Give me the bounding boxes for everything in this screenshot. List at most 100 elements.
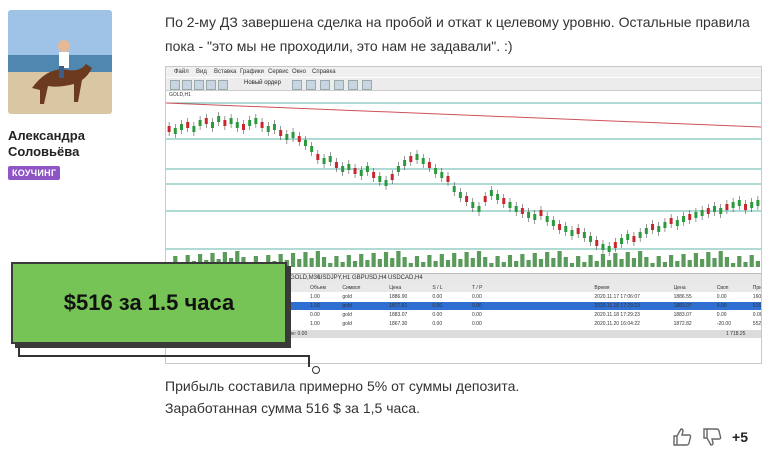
volume-bar <box>557 251 562 267</box>
table-cell: 2020.11.17 17:06:07 <box>594 294 640 300</box>
candle-body <box>582 232 586 238</box>
candle-body <box>409 156 413 162</box>
toolbar-icon <box>218 80 228 90</box>
candle-body <box>551 220 555 226</box>
chart-symbol-title: GOLD,H1 <box>169 92 191 98</box>
volume-bar <box>185 255 190 267</box>
table-cell: 0.00 <box>472 303 482 309</box>
table-cell: 2020.11.20 16:04:22 <box>594 321 640 327</box>
candle-body <box>254 118 258 124</box>
volume-bar <box>445 260 451 267</box>
candle-body <box>378 176 382 182</box>
volume-bar <box>644 257 649 267</box>
candle-body <box>564 226 568 232</box>
candle-body <box>303 140 307 146</box>
volume-bar <box>569 263 575 267</box>
candle-body <box>576 228 580 234</box>
candle-body <box>725 204 729 210</box>
candle-body <box>291 132 295 138</box>
candle-body <box>539 210 543 216</box>
candle-body <box>235 122 239 128</box>
candle-body <box>341 166 345 172</box>
candle-body <box>210 122 214 128</box>
toolbar-icon <box>170 80 180 90</box>
menu-item: Справка <box>312 69 336 75</box>
volume-bar <box>681 254 686 267</box>
candle-body <box>241 124 245 130</box>
candle-body <box>570 230 574 236</box>
volume-bar <box>724 257 730 267</box>
thumbs-down-icon[interactable] <box>702 428 722 446</box>
candle-body <box>260 122 264 128</box>
volume-bar <box>563 257 568 267</box>
toolbar-icon <box>182 80 192 90</box>
candle-body <box>514 206 518 212</box>
candle-body <box>452 186 456 192</box>
candle-body <box>359 170 363 176</box>
volume-bar <box>743 262 748 267</box>
candle-body <box>365 166 369 172</box>
menu-item: Окно <box>292 69 306 75</box>
candle-body <box>440 172 444 178</box>
toolbar-icon <box>362 80 372 90</box>
author-name[interactable]: Александра Соловьёва <box>8 128 118 160</box>
volume-bar <box>278 254 283 267</box>
table-cell: 1886.90 <box>389 294 408 300</box>
callout-connector-down <box>308 355 310 367</box>
volume-bar <box>414 256 420 267</box>
volume-bar <box>297 259 302 267</box>
volume-bar <box>551 258 556 267</box>
post-earned-line: Заработанная сумма 516 $ за 1,5 часа. <box>165 400 420 416</box>
candle-body <box>719 208 723 214</box>
volume-bar <box>520 254 525 267</box>
volume-bar <box>600 254 606 267</box>
candle-body <box>384 180 388 186</box>
new-order-label: Новый ордер <box>244 80 281 86</box>
callout-connector-bottom <box>18 355 308 357</box>
table-cell: Символ <box>342 285 361 291</box>
volume-bar <box>625 252 630 267</box>
volume-bar <box>396 251 401 267</box>
volume-bar <box>340 262 345 267</box>
candle-body <box>713 206 717 212</box>
candle-body <box>558 224 562 230</box>
table-cell: 1886.55 <box>673 294 692 300</box>
candle-body <box>316 154 320 160</box>
volume-bar <box>687 260 692 267</box>
candle-body <box>353 168 357 174</box>
volume-bar <box>352 261 358 267</box>
table-cell: 1883.07 <box>673 303 692 309</box>
volume-bar <box>737 256 742 267</box>
volume-bar <box>334 256 339 267</box>
table-cell: 1.00 <box>310 303 320 309</box>
candle-body <box>347 164 351 170</box>
volume-bar <box>700 259 705 267</box>
candle-body <box>427 162 431 168</box>
candle-body <box>613 242 617 248</box>
menu-item: Сервис <box>268 69 289 75</box>
volume-bar <box>433 261 438 267</box>
volume-bar <box>476 251 482 267</box>
volume-bar <box>693 253 699 267</box>
candle-body <box>179 124 183 130</box>
volume-bar <box>377 259 382 267</box>
toolbar-icon <box>194 80 204 90</box>
table-cell: 0.00 <box>472 312 482 318</box>
candle-body <box>192 126 196 132</box>
candle-body <box>694 212 698 218</box>
toolbar-icon <box>320 80 330 90</box>
table-cell: T / P <box>472 285 483 291</box>
table-cell: 0.00 <box>716 294 727 300</box>
volume-bar <box>582 262 587 267</box>
avatar-photo <box>8 10 112 114</box>
reaction-count: +5 <box>732 429 748 445</box>
author-avatar[interactable] <box>8 10 112 114</box>
candle-body <box>465 196 469 202</box>
candle-body <box>737 200 741 206</box>
candle-body <box>545 216 549 222</box>
candle-body <box>620 238 624 244</box>
candle-body <box>638 232 642 238</box>
volume-bar <box>489 263 494 267</box>
thumbs-up-icon[interactable] <box>672 428 692 446</box>
volume-bar <box>464 252 469 267</box>
